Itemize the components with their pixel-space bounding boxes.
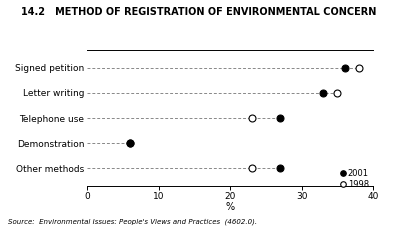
Text: 14.2   METHOD OF REGISTRATION OF ENVIRONMENTAL CONCERN: 14.2 METHOD OF REGISTRATION OF ENVIRONME… <box>21 7 376 17</box>
Text: Source:  Environmental Issues: People's Views and Practices  (4602.0).: Source: Environmental Issues: People's V… <box>8 218 257 225</box>
X-axis label: %: % <box>226 202 235 212</box>
Legend: 2001, 1998: 2001, 1998 <box>341 169 369 189</box>
